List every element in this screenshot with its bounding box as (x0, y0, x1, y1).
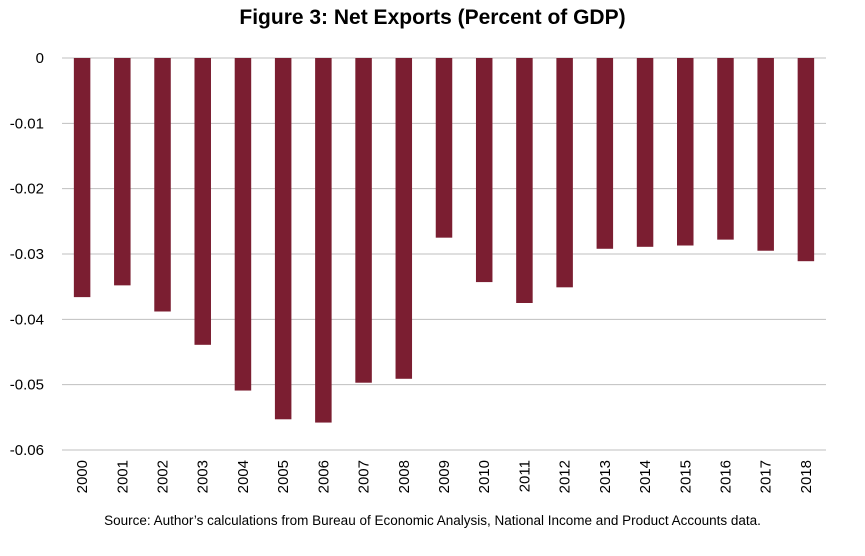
x-tick-label: 2000 (74, 460, 91, 493)
y-tick-label: 0 (36, 50, 44, 67)
bar-2006 (315, 58, 332, 423)
bar-2009 (435, 58, 453, 238)
y-tick-label: -0.02 (10, 181, 44, 198)
bar-2016 (717, 58, 734, 240)
x-tick-label: 2001 (114, 460, 131, 493)
bars (73, 58, 815, 423)
y-tick-label: -0.05 (10, 377, 44, 394)
bar-2017 (757, 58, 774, 251)
bar-2002 (154, 58, 171, 312)
bar-2008 (395, 58, 413, 379)
bar-2013 (596, 58, 614, 249)
x-tick-label: 2017 (758, 460, 775, 493)
x-tick-label: 2005 (275, 460, 292, 493)
y-tick-label: -0.03 (10, 246, 44, 263)
chart-title: Figure 3: Net Exports (Percent of GDP) (239, 6, 626, 29)
bar-2000 (73, 58, 91, 298)
y-tick-label: -0.01 (10, 115, 44, 132)
y-tick-label: -0.04 (10, 311, 44, 328)
bar-2003 (194, 58, 211, 345)
x-tick-label: 2008 (396, 460, 413, 493)
bar-2001 (114, 58, 131, 286)
x-tick-label: 2011 (516, 460, 533, 492)
x-tick-label: 2007 (356, 460, 373, 493)
bar-2004 (234, 58, 252, 391)
x-tick-label: 2006 (315, 460, 332, 493)
x-tick-label: 2016 (717, 460, 734, 493)
x-tick-label: 2003 (195, 460, 212, 493)
bar-2007 (355, 58, 372, 383)
y-axis-tick-labels: 0 -0.01 -0.02 -0.03 -0.04 -0.05 -0.06 (10, 50, 44, 459)
x-tick-label: 2018 (798, 460, 815, 493)
x-tick-label: 2010 (476, 460, 493, 493)
bar-2010 (475, 58, 493, 283)
x-tick-label: 2002 (155, 460, 172, 493)
x-tick-label: 2015 (677, 460, 694, 493)
bar-2014 (636, 58, 654, 247)
bar-2012 (556, 58, 573, 288)
bar-2015 (677, 58, 694, 246)
x-tick-label: 2009 (436, 460, 453, 493)
bar-2018 (797, 58, 815, 262)
x-tick-label: 2013 (597, 460, 614, 493)
chart-source-note: Source: Author’s calculations from Burea… (104, 513, 761, 528)
bar-2011 (516, 58, 533, 303)
x-tick-label: 2012 (557, 460, 574, 493)
x-tick-label: 2014 (637, 460, 654, 493)
x-tick-label: 2004 (235, 460, 252, 493)
y-tick-label: -0.06 (10, 442, 44, 459)
x-axis-tick-labels: 2000 2001 2002 2003 2004 2005 2006 2007 2008 2009… (74, 460, 815, 493)
bar-2005 (274, 58, 292, 420)
